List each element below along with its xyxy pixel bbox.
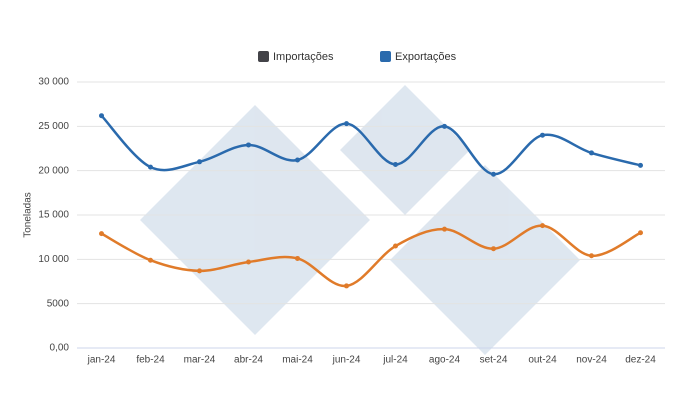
y-tick-label: 30 000: [38, 77, 69, 88]
data-point: [246, 259, 251, 265]
data-point: [295, 255, 300, 261]
data-point: [393, 243, 398, 249]
x-tick-label: jan-24: [87, 355, 116, 366]
legend-marker: [258, 51, 269, 62]
data-point: [491, 246, 496, 252]
data-point: [197, 268, 202, 274]
data-point: [442, 226, 447, 232]
watermark-shape: [390, 165, 580, 355]
y-tick-label: 10 000: [38, 254, 69, 265]
x-tick-label: feb-24: [136, 355, 165, 366]
data-point: [638, 162, 643, 168]
data-point: [148, 257, 153, 263]
y-tick-label: 0,00: [50, 343, 70, 354]
y-tick-label: 5000: [47, 298, 70, 309]
data-point: [99, 113, 104, 119]
x-tick-label: set-24: [480, 355, 508, 366]
data-point: [99, 231, 104, 237]
data-point: [540, 223, 545, 229]
data-point: [148, 164, 153, 170]
x-tick-label: jul-24: [382, 355, 408, 366]
data-point: [344, 283, 349, 289]
x-tick-label: abr-24: [234, 355, 263, 366]
data-point: [344, 121, 349, 127]
data-point: [589, 253, 594, 259]
x-tick-label: ago-24: [429, 355, 461, 366]
y-tick-label: 20 000: [38, 165, 69, 176]
x-tick-label: mai-24: [282, 355, 313, 366]
data-point: [589, 150, 594, 156]
x-tick-label: nov-24: [576, 355, 607, 366]
y-tick-label: 15 000: [38, 210, 69, 221]
watermark-shape: [140, 105, 370, 335]
data-point: [393, 161, 398, 167]
data-point: [246, 142, 251, 148]
data-point: [638, 230, 643, 236]
legend-marker: [380, 51, 391, 62]
x-tick-label: jun-24: [332, 355, 361, 366]
watermark-shape: [340, 85, 470, 215]
data-point: [295, 157, 300, 163]
x-tick-label: out-24: [528, 355, 557, 366]
legend-label: Importações: [273, 51, 334, 63]
data-point: [540, 132, 545, 138]
data-point: [491, 171, 496, 177]
y-tick-label: 25 000: [38, 121, 69, 132]
data-point: [442, 123, 447, 129]
data-point: [197, 159, 202, 165]
x-tick-label: mar-24: [184, 355, 216, 366]
watermark: [140, 85, 580, 355]
y-axis-title: Toneladas: [23, 192, 34, 238]
legend-label: Exportações: [395, 51, 457, 63]
x-tick-label: dez-24: [625, 355, 656, 366]
